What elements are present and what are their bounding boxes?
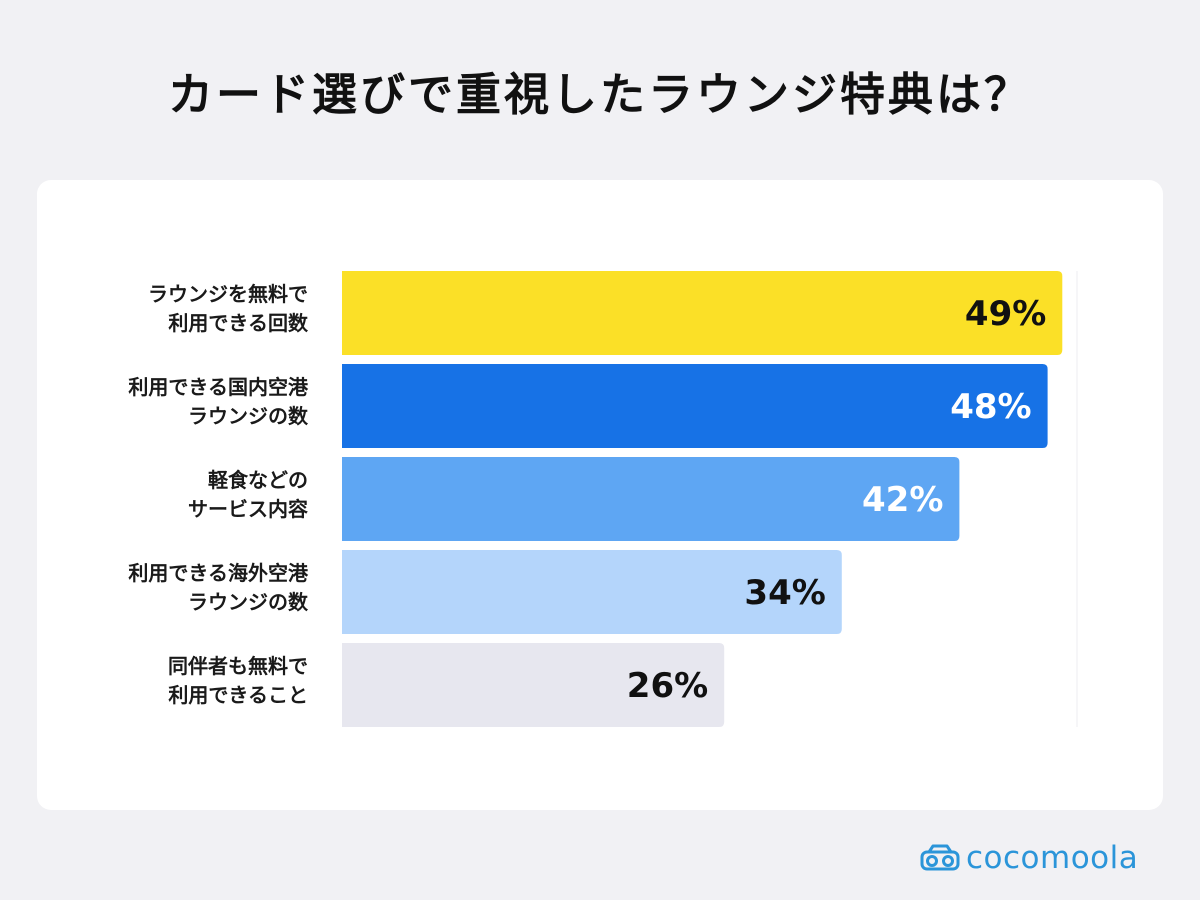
category-label: ラウンジを無料で (148, 282, 308, 306)
bar-value-label: 49% (965, 294, 1046, 334)
category-label: ラウンジの数 (188, 590, 309, 614)
category-label: 利用できる回数 (168, 311, 309, 335)
category-label: 利用できる国内空港 (128, 375, 309, 399)
category-label: 同伴者も無料で (168, 654, 308, 678)
category-label: ラウンジの数 (188, 404, 309, 428)
brand-name: cocomoola (966, 840, 1139, 876)
category-label: 利用できる海外空港 (128, 561, 309, 585)
bar (342, 550, 842, 634)
bar (342, 364, 1048, 448)
bar-value-label: 42% (862, 480, 943, 520)
category-label: 軽食などの (208, 468, 308, 492)
bar (342, 643, 725, 727)
bar-value-label: 26% (627, 666, 708, 706)
car-icon (920, 844, 960, 871)
category-label: サービス内容 (188, 497, 308, 521)
brand-logo: cocomoola (920, 838, 1138, 878)
bar (342, 457, 960, 541)
bar (342, 271, 1063, 355)
category-label: 利用できること (168, 683, 308, 707)
chart-card: 49% ラウンジを無料で利用できる回数 48% 利用できる国内空港ラウンジの数 42% 軽… (37, 180, 1163, 810)
bar-value-label: 34% (744, 573, 825, 613)
bar-value-label: 48% (950, 387, 1031, 427)
chart-title: カード選びで重視したラウンジ特典は？ (167, 68, 1032, 121)
